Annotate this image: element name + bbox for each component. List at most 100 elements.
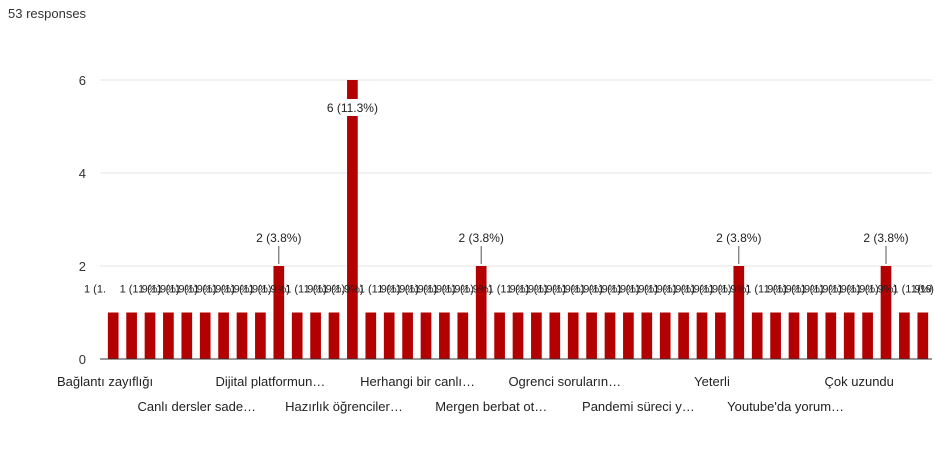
data-label: 1 (1.9%): [616, 284, 658, 296]
data-label: 1 (1.: [84, 284, 106, 296]
bar: [678, 312, 689, 359]
bar: [107, 312, 119, 359]
x-category-label: Canlı dersler sade…: [138, 399, 257, 414]
bar: [549, 312, 561, 359]
data-label: 1 (1.9%): [156, 284, 198, 296]
data-label: 1 (1.9%): [396, 284, 438, 296]
bar: [880, 266, 892, 359]
x-category-label: Ogrenci soruların…: [508, 374, 621, 389]
x-category-label: Hazırlık öğrenciler…: [285, 399, 403, 414]
bar: [641, 312, 653, 359]
data-label: 1 (1.9%): [690, 284, 732, 296]
data-label: 1 (1.9%): [561, 284, 603, 296]
bar: [586, 312, 597, 359]
data-label: 1 (1.9%): [598, 284, 640, 296]
data-label: 1 (1.9%): [800, 284, 842, 296]
data-label: 1 (1.9%): [285, 284, 327, 296]
data-label-bg: [450, 229, 512, 246]
y-tick-label: 6: [79, 73, 86, 88]
bar: [715, 312, 726, 359]
data-label: 1 (1.9%): [230, 284, 272, 296]
data-label: 1 (1.9%): [745, 284, 787, 296]
bar: [917, 312, 929, 359]
bar: [733, 266, 745, 359]
bar: [696, 312, 708, 359]
data-label: 1 (1.9%): [193, 284, 235, 296]
data-label-bg: [248, 229, 310, 246]
data-label: 1 (1.9%): [322, 284, 364, 296]
data-label: 1 (1.9%): [782, 284, 824, 296]
bar: [126, 312, 137, 359]
bar: [604, 312, 616, 359]
bar: [310, 312, 321, 359]
data-label: 1 (1.9%): [432, 284, 474, 296]
bar: [163, 312, 174, 359]
data-label: 1 (1.9%): [580, 284, 622, 296]
x-category-label: Mergen berbat ot…: [435, 399, 547, 414]
bar: [788, 312, 800, 359]
data-label: 1 (1.9%): [764, 284, 806, 296]
data-label: 1 (1.9: [911, 284, 932, 296]
bar: [383, 312, 395, 359]
data-label: 1 (1.9%): [543, 284, 585, 296]
x-category-label: Bağlantı zayıflığı: [57, 374, 153, 389]
data-label: 1 (1.9%): [635, 284, 677, 296]
data-label: 6 (11.3%): [327, 101, 378, 115]
data-label: 1 (1.9%): [120, 284, 162, 296]
bar: [531, 312, 542, 359]
data-label-bg: [708, 229, 770, 246]
bar: [475, 266, 487, 359]
x-category-label: Pandemi süreci y…: [582, 399, 695, 414]
bar: [494, 312, 505, 359]
data-label: 2 (3.8%): [863, 231, 908, 245]
data-label-bg: [855, 229, 917, 246]
y-tick-label: 0: [79, 352, 86, 367]
bar: [659, 312, 671, 359]
data-label: 1 (1.9%): [524, 284, 566, 296]
bar: [567, 312, 579, 359]
bar: [457, 312, 469, 359]
data-label: 1 (1.9%): [359, 284, 401, 296]
bar: [236, 312, 248, 359]
data-label: 1 (1.9%): [856, 284, 898, 296]
data-label: 1 (1.9%): [138, 284, 180, 296]
data-label: 2 (3.8%): [716, 231, 761, 245]
bar: [199, 312, 211, 359]
data-label: 1 (1.9%): [708, 284, 750, 296]
data-label: 1 (1.9%): [175, 284, 217, 296]
x-category-label: Herhangi bir canlı…: [360, 374, 475, 389]
bar: [273, 266, 285, 359]
data-label: 1 (1.9%): [488, 284, 530, 296]
bar: [751, 312, 763, 359]
data-label: 1 (1.9%): [377, 284, 419, 296]
bar: [899, 312, 910, 359]
bar: [770, 312, 781, 359]
data-label: 2 (3.8%): [459, 231, 504, 245]
bar: [420, 312, 432, 359]
data-label: 1 (1.9%): [672, 284, 714, 296]
data-label: 1 (1.9%): [892, 284, 934, 296]
x-category-label: Dijital platformun…: [215, 374, 325, 389]
bar: [402, 312, 413, 359]
responses-count: 53 responses: [8, 6, 87, 21]
bar: [218, 312, 229, 359]
bar: [843, 312, 855, 359]
data-label: 1 (1.9%): [304, 284, 346, 296]
y-tick-label: 2: [79, 259, 86, 274]
data-label: 1 (1.9%): [506, 284, 548, 296]
data-label: 1 (1.9%): [819, 284, 861, 296]
bar: [365, 312, 377, 359]
bar: [347, 80, 358, 359]
bar: [291, 312, 303, 359]
data-label: 1 (1.9%): [451, 284, 493, 296]
bar: [328, 312, 340, 359]
data-label: 1 (1.9%): [653, 284, 695, 296]
x-category-label: Çok uzundu: [825, 374, 894, 389]
bar: [255, 312, 266, 359]
data-label: 1 (1.9%): [212, 284, 254, 296]
x-category-label: Yeterli: [694, 374, 730, 389]
bar: [623, 312, 634, 359]
bar: [862, 312, 873, 359]
data-label: 1 (1.9%): [837, 284, 879, 296]
